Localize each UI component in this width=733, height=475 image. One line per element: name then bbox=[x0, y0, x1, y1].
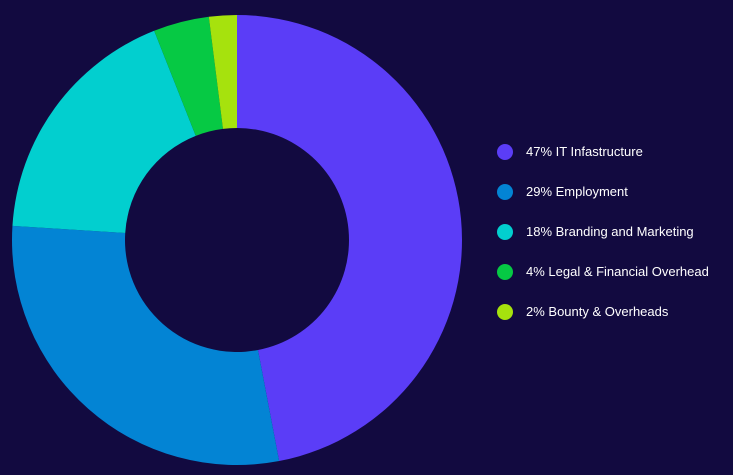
legend-item-legal-financial: 4% Legal & Financial Overhead bbox=[497, 262, 709, 302]
legend-item-it-infrastructure: 47% IT Infastructure bbox=[497, 142, 709, 182]
legend-label-legal-financial: 4% Legal & Financial Overhead bbox=[526, 264, 709, 279]
legend-swatch-bounty-overheads bbox=[497, 304, 513, 320]
donut-slice-it-infrastructure bbox=[237, 15, 463, 462]
legend-item-branding-marketing: 18% Branding and Marketing bbox=[497, 222, 709, 262]
donut-slices bbox=[12, 15, 463, 465]
legend-swatch-employment bbox=[497, 184, 513, 200]
legend-label-it-infrastructure: 47% IT Infastructure bbox=[526, 144, 643, 159]
donut-slice-legal-financial bbox=[154, 16, 223, 136]
donut-slice-branding-marketing bbox=[12, 30, 196, 233]
legend-swatch-legal-financial bbox=[497, 264, 513, 280]
chart-legend: 47% IT Infastructure 29% Employment 18% … bbox=[497, 142, 709, 342]
donut-slice-employment bbox=[12, 225, 280, 465]
legend-swatch-it-infrastructure bbox=[497, 144, 513, 160]
donut-slice-bounty-overheads bbox=[208, 15, 237, 129]
legend-label-bounty-overheads: 2% Bounty & Overheads bbox=[526, 304, 669, 319]
legend-item-employment: 29% Employment bbox=[497, 182, 709, 222]
legend-item-bounty-overheads: 2% Bounty & Overheads bbox=[497, 302, 709, 342]
legend-label-employment: 29% Employment bbox=[526, 184, 628, 199]
legend-label-branding-marketing: 18% Branding and Marketing bbox=[526, 224, 694, 239]
legend-swatch-branding-marketing bbox=[497, 224, 513, 240]
